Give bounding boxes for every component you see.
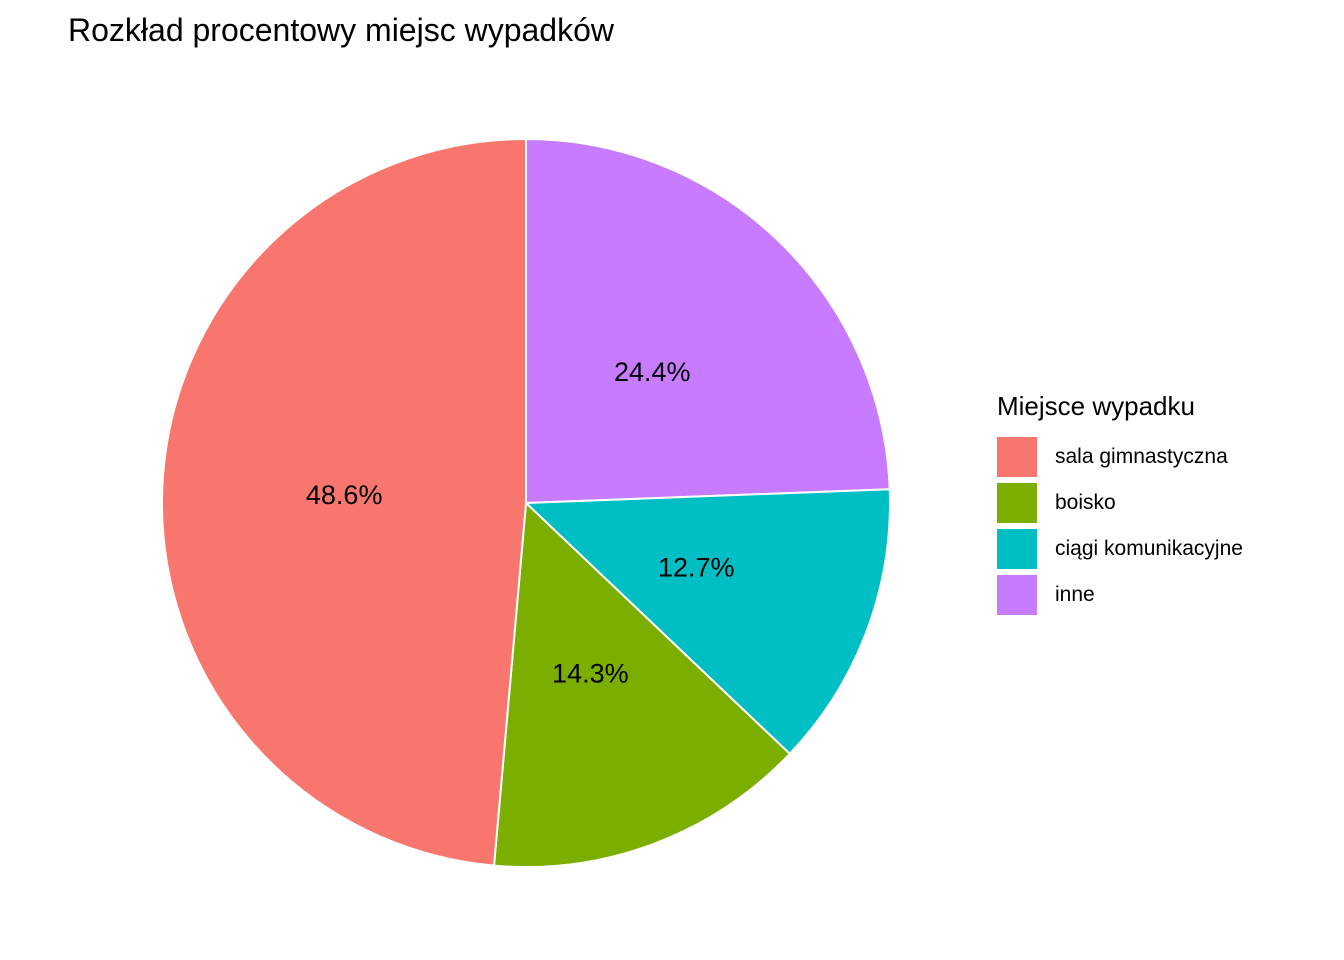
pie-slice-sala-gimnastyczna (160, 137, 527, 867)
pie-slice-inne (525, 137, 891, 505)
pie-slices (160, 137, 891, 868)
legend-key-ciagi-komunikacyjne (997, 529, 1037, 569)
pie-slice-labels: 24.4% 12.7% 14.3% 48.6% (306, 357, 735, 688)
slice-label-sala-gimnastyczna: 48.6% (306, 480, 383, 510)
slice-label-boisko: 14.3% (552, 658, 629, 688)
chart-title: Rozkład procentowy miejsc wypadków (68, 12, 614, 48)
legend-title: Miejsce wypadku (997, 391, 1195, 421)
legend-label: boisko (1055, 491, 1116, 514)
legend-key-sala-gimnastyczna (997, 437, 1037, 477)
legend-item-boisko: boisko (997, 480, 1243, 526)
slice-label-inne: 24.4% (614, 357, 691, 387)
legend-label: sala gimnastyczna (1055, 445, 1228, 468)
legend-item-inne: inne (997, 572, 1243, 618)
legend-label: ciągi komunikacyjne (1055, 537, 1243, 560)
legend-label: inne (1055, 583, 1095, 606)
legend: Miejsce wypadku sala gimnastyczna boisko… (997, 388, 1243, 618)
legend-item-sala-gimnastyczna: sala gimnastyczna (997, 434, 1243, 480)
legend-key-inne (997, 575, 1037, 615)
legend-key-boisko (997, 483, 1037, 523)
pie-slice-ciagi-komunikacyjne (523, 488, 891, 756)
legend-item-ciagi-komunikacyjne: ciągi komunikacyjne (997, 526, 1243, 572)
slice-label-ciagi-komunikacyjne: 12.7% (658, 552, 735, 582)
pie-slice-boisko (492, 500, 792, 868)
